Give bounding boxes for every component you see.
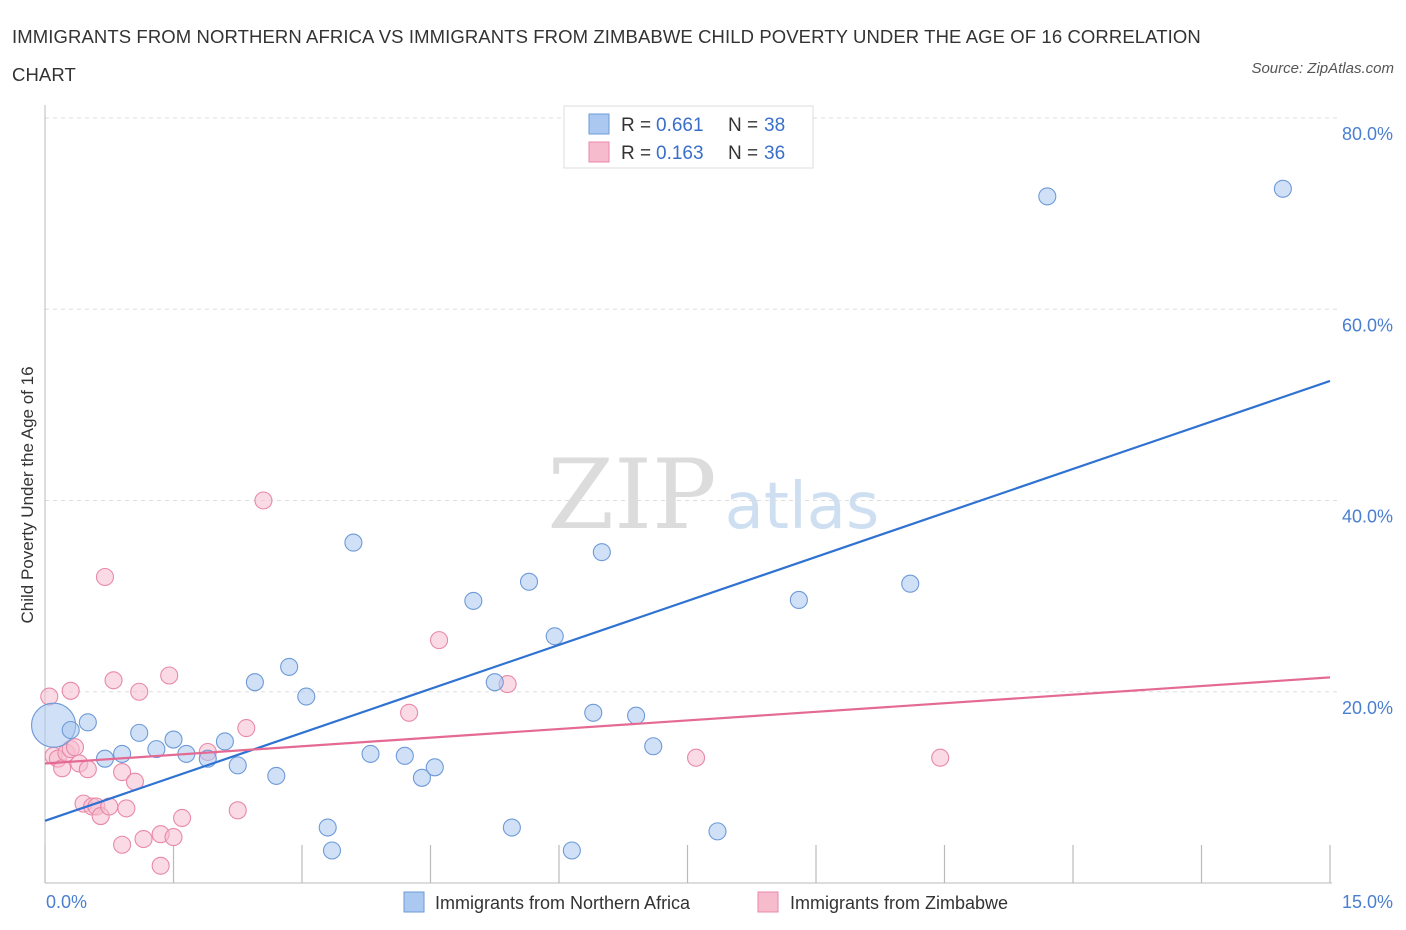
data-point-zimbabwe	[117, 799, 136, 818]
trendline-zimbabwe	[44, 676, 1331, 765]
legend-r-value-blue: 0.661	[656, 115, 704, 136]
data-point-zimbabwe	[113, 763, 132, 782]
data-point-zimbabwe	[237, 719, 256, 738]
bottom-legend: Immigrants from Northern Africa Immigran…	[403, 891, 1008, 913]
bottom-legend-swatch-blue	[403, 891, 425, 913]
data-point-northern-africa	[584, 703, 603, 722]
legend-n-value-blue: 38	[764, 115, 785, 136]
data-point-northern-africa	[464, 591, 483, 610]
bottom-legend-swatch-pink	[757, 891, 779, 913]
x-tick-label-max: 15.0%	[1342, 892, 1393, 912]
trendlines	[44, 379, 1331, 822]
data-point-zimbabwe	[78, 760, 97, 779]
top-legend: R = 0.661 N = 38 R = 0.163 N = 36	[563, 105, 814, 169]
data-point-northern-africa	[361, 744, 380, 763]
data-point-zimbabwe	[400, 703, 419, 722]
data-point-zimbabwe	[130, 682, 149, 701]
legend-r-label-blue: R =	[621, 115, 651, 136]
data-point-northern-africa	[344, 533, 363, 552]
data-point-northern-africa	[545, 627, 564, 646]
data-point-zimbabwe	[931, 748, 950, 767]
data-point-northern-africa	[228, 756, 247, 775]
data-point-northern-africa	[395, 746, 414, 765]
data-point-zimbabwe	[687, 748, 706, 767]
data-point-northern-africa	[901, 574, 920, 593]
data-point-northern-africa	[78, 713, 97, 732]
legend-n-value-pink: 36	[764, 143, 785, 164]
data-point-northern-africa	[562, 841, 581, 860]
data-point-northern-africa	[412, 768, 431, 787]
x-ticks	[44, 845, 1331, 883]
data-point-northern-africa	[789, 590, 808, 610]
data-point-northern-africa	[1038, 187, 1057, 206]
bottom-legend-label-pink: Immigrants from Zimbabwe	[790, 893, 1008, 913]
data-point-northern-africa	[1273, 179, 1292, 198]
data-point-northern-africa	[502, 818, 521, 837]
y-tick-label: 80.0%	[1342, 124, 1393, 144]
data-point-northern-africa	[485, 673, 504, 692]
gridlines	[45, 117, 1338, 693]
watermark-zip: ZIP	[547, 439, 716, 551]
data-point-northern-africa	[708, 822, 727, 841]
bottom-legend-label-blue: Immigrants from Northern Africa	[435, 893, 691, 913]
legend-n-label-pink: N =	[728, 143, 758, 164]
data-point-northern-africa	[267, 766, 286, 785]
y-axis-label: Child Poverty Under the Age of 16	[18, 366, 37, 623]
data-point-zimbabwe	[40, 687, 59, 706]
data-point-zimbabwe	[104, 671, 123, 690]
data-point-northern-africa	[61, 720, 80, 740]
data-point-northern-africa	[280, 657, 299, 676]
source-label: Source: ZipAtlas.com	[1251, 60, 1394, 77]
data-point-zimbabwe	[61, 681, 80, 700]
data-point-zimbabwe	[430, 631, 449, 650]
data-point-zimbabwe	[151, 856, 170, 875]
data-point-zimbabwe	[228, 801, 247, 820]
watermark-atlas: atlas	[725, 470, 880, 544]
data-point-northern-africa	[519, 572, 539, 591]
legend-swatch-blue	[588, 113, 610, 135]
legend-swatch-pink	[588, 141, 610, 163]
data-point-zimbabwe	[113, 835, 132, 854]
y-tick-label: 60.0%	[1342, 315, 1393, 335]
x-tick-label-min: 0.0%	[46, 892, 87, 912]
data-point-zimbabwe	[95, 567, 115, 587]
data-point-zimbabwe	[160, 666, 179, 685]
data-point-zimbabwe	[254, 491, 273, 510]
data-point-zimbabwe	[173, 808, 192, 828]
data-point-northern-africa	[130, 723, 149, 742]
data-point-northern-africa	[627, 706, 646, 725]
data-point-northern-africa	[245, 673, 264, 692]
y-tick-labels: 20.0% 40.0% 60.0% 80.0%	[1342, 124, 1393, 718]
data-point-northern-africa	[215, 732, 234, 751]
data-point-northern-africa	[644, 737, 663, 756]
y-tick-label: 40.0%	[1342, 507, 1393, 527]
y-tick-label: 20.0%	[1342, 698, 1393, 718]
data-point-zimbabwe	[134, 829, 153, 849]
data-point-northern-africa	[425, 758, 444, 777]
data-point-northern-africa	[322, 841, 342, 860]
data-point-northern-africa	[113, 744, 132, 763]
data-point-northern-africa	[297, 687, 316, 706]
legend-n-label-blue: N =	[728, 115, 758, 136]
legend-r-value-pink: 0.163	[656, 143, 704, 164]
chart-title: IMMIGRANTS FROM NORTHERN AFRICA VS IMMIG…	[12, 26, 1201, 85]
data-point-northern-africa	[592, 543, 611, 562]
trendline-northern-africa	[44, 379, 1331, 822]
legend-r-label-pink: R =	[621, 143, 651, 164]
data-point-zimbabwe	[164, 828, 183, 847]
data-point-northern-africa	[147, 740, 166, 759]
data-point-northern-africa	[318, 818, 337, 837]
data-point-northern-africa	[164, 730, 183, 749]
